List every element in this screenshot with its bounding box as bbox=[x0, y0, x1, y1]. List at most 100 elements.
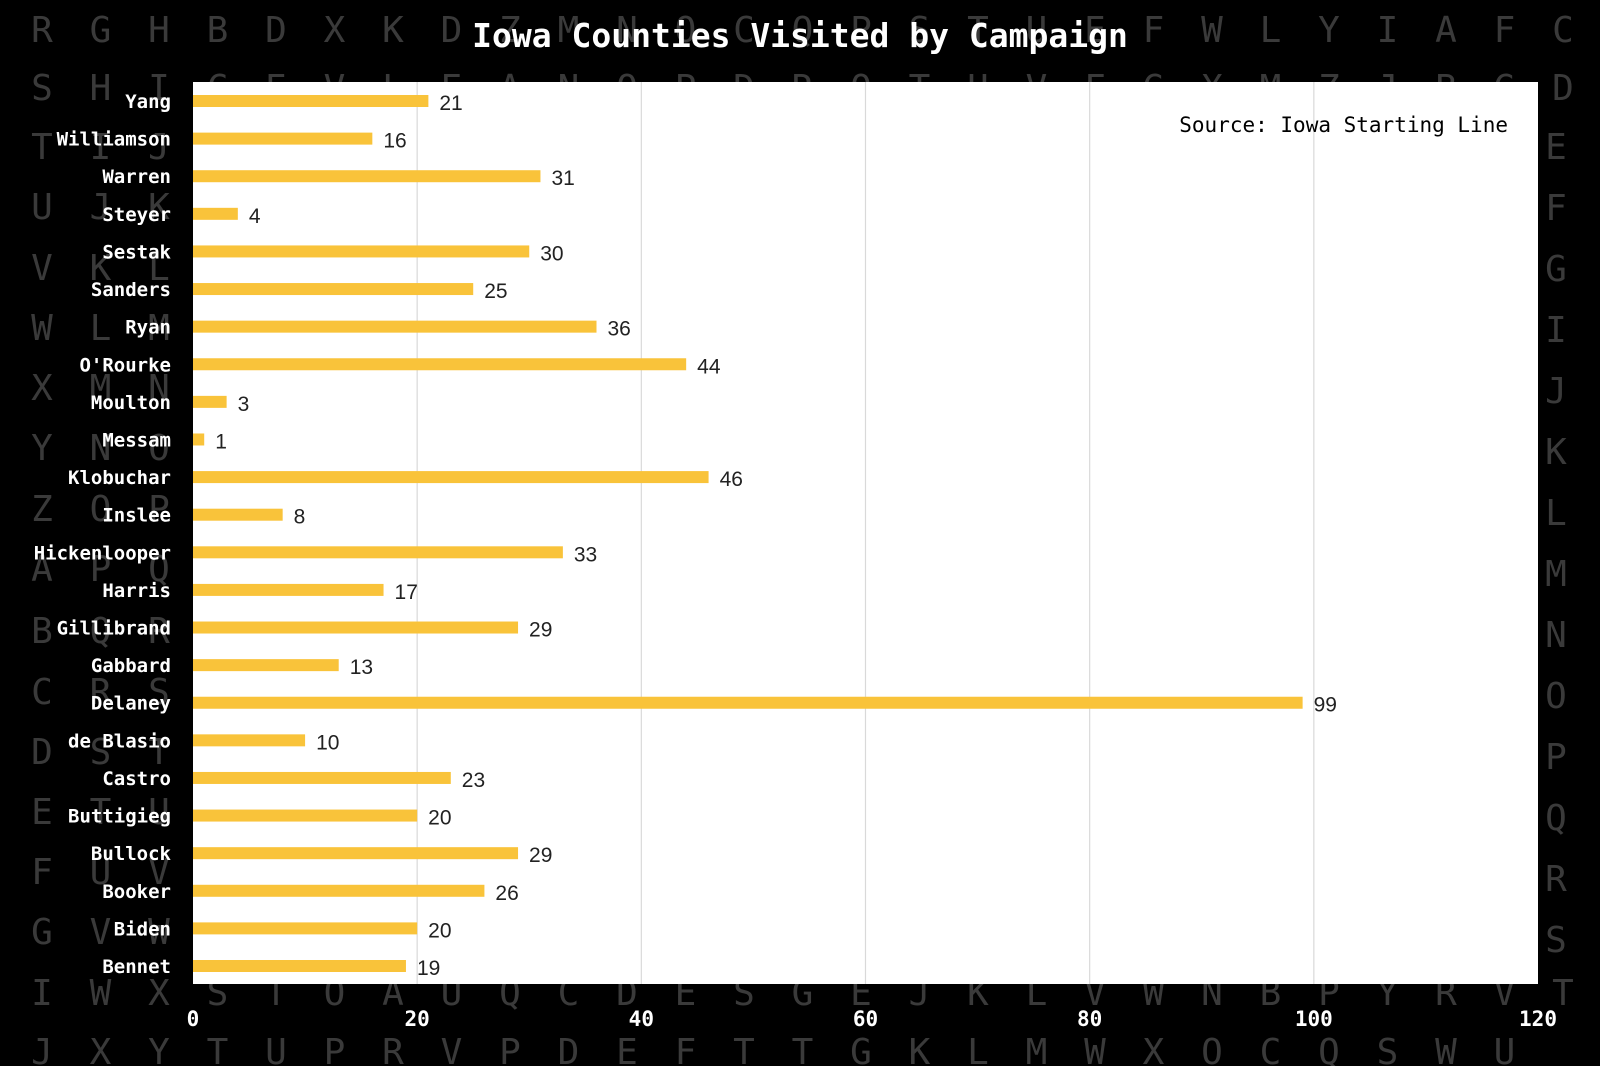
background-letter: W bbox=[1201, 10, 1223, 51]
background-letter: K bbox=[909, 1032, 931, 1066]
background-letter: B bbox=[207, 10, 229, 51]
background-letter: R bbox=[31, 10, 53, 51]
background-letter: W bbox=[31, 308, 53, 349]
background-letter: L bbox=[90, 308, 112, 349]
x-tick-label: 80 bbox=[1077, 1007, 1102, 1031]
background-letter: T bbox=[31, 127, 53, 168]
background-letter: V bbox=[31, 248, 53, 289]
background-letter: S bbox=[90, 732, 112, 773]
background-letter: G bbox=[31, 912, 53, 953]
background-letter: Z bbox=[31, 489, 53, 530]
bar-value-label: 36 bbox=[608, 318, 631, 341]
background-letter: P bbox=[850, 10, 872, 51]
bar bbox=[193, 847, 519, 860]
category-label: de Blasio bbox=[68, 730, 171, 752]
background-letter: S bbox=[31, 68, 53, 109]
bar-value-label: 13 bbox=[350, 656, 373, 679]
background-letter: N bbox=[90, 428, 112, 469]
bar bbox=[193, 283, 474, 296]
background-letter: H bbox=[90, 68, 112, 109]
category-label: Castro bbox=[102, 768, 171, 790]
category-labels: Yang Williamson Warren Steyer Sestak Sanders R… bbox=[34, 91, 172, 978]
background-letter: Q bbox=[90, 611, 112, 652]
background-letter: F bbox=[675, 1032, 697, 1066]
gridlines bbox=[416, 82, 1315, 984]
background-letter: X bbox=[1143, 1032, 1165, 1066]
background-letter: Q bbox=[1318, 1032, 1340, 1066]
background-letter: V bbox=[441, 1032, 463, 1066]
background-letter: J bbox=[31, 1032, 53, 1066]
background-letter: T bbox=[792, 1032, 814, 1066]
bar-value-label: 31 bbox=[551, 167, 574, 190]
bar bbox=[193, 395, 227, 408]
background-letter: X bbox=[31, 368, 53, 409]
bar-value-label: 33 bbox=[574, 543, 597, 566]
background-letter: Y bbox=[148, 1032, 170, 1066]
background-letter: D bbox=[1552, 68, 1574, 109]
background-letter: X bbox=[324, 10, 346, 51]
background-letter: C bbox=[1552, 10, 1574, 51]
bar-value-label: 10 bbox=[316, 731, 339, 754]
background-letter: M bbox=[1545, 554, 1567, 595]
category-label: Inslee bbox=[102, 505, 171, 527]
background-letter: T bbox=[967, 10, 989, 51]
x-tick-label: 100 bbox=[1295, 1007, 1333, 1031]
bar-value-label: 46 bbox=[720, 468, 743, 491]
background-letter: T bbox=[90, 792, 112, 833]
category-label: Booker bbox=[102, 881, 171, 903]
category-label: Klobuchar bbox=[68, 467, 171, 489]
x-tick-label: 0 bbox=[187, 1007, 200, 1031]
bar bbox=[193, 734, 306, 747]
background-letter: T bbox=[733, 1032, 755, 1066]
background-letter: E bbox=[1545, 127, 1567, 168]
background-letter: M bbox=[90, 368, 112, 409]
background-letter: F bbox=[1545, 188, 1567, 229]
background-letter: I bbox=[31, 973, 53, 1014]
background-letter: S bbox=[909, 10, 931, 51]
background-letter: V bbox=[148, 852, 170, 893]
bar bbox=[193, 884, 485, 897]
background-letter: U bbox=[90, 852, 112, 893]
bar bbox=[193, 583, 384, 596]
category-label: Biden bbox=[114, 918, 171, 940]
background-letter: T bbox=[148, 732, 170, 773]
background-letter: O bbox=[1201, 1032, 1223, 1066]
background-letter: U bbox=[31, 187, 53, 228]
background-letter: T bbox=[1552, 973, 1574, 1014]
background-letter: M bbox=[148, 308, 170, 349]
background-letter: K bbox=[1545, 432, 1567, 473]
background-letter: E bbox=[616, 1032, 638, 1066]
background-letter: I bbox=[90, 127, 112, 168]
x-tick-label: 120 bbox=[1519, 1007, 1557, 1031]
bar-value-labels: 21 16 31 4 30 25 36 44 31 46 8 33 17 29 13 99 10 23 20 29 26… bbox=[215, 92, 1337, 980]
bar-value-label: 26 bbox=[495, 882, 518, 905]
background-letter: P bbox=[324, 1032, 346, 1066]
bar-value-label: 1 bbox=[215, 430, 227, 453]
background-letter: O bbox=[148, 428, 170, 469]
background-letter: K bbox=[90, 248, 112, 289]
bar-value-label: 16 bbox=[383, 130, 406, 153]
bar bbox=[193, 245, 530, 258]
background-letter: O bbox=[1545, 676, 1567, 717]
background-letter: L bbox=[1545, 493, 1567, 534]
background-letter: N bbox=[1545, 615, 1567, 656]
bar bbox=[193, 809, 418, 822]
background-letter: V bbox=[90, 912, 112, 953]
background-letter: W bbox=[1084, 1032, 1106, 1066]
bar bbox=[193, 621, 519, 634]
category-label: Sestak bbox=[102, 241, 171, 263]
background-letter: G bbox=[90, 10, 112, 51]
bar bbox=[193, 170, 541, 183]
background-letter: O bbox=[675, 10, 697, 51]
background-letter: S bbox=[1377, 1032, 1399, 1066]
background-letter: E bbox=[31, 792, 53, 833]
source-annotation: Source: Iowa Starting Line bbox=[1179, 113, 1508, 137]
background-letter: J bbox=[148, 127, 170, 168]
bars bbox=[193, 95, 1303, 972]
background-letter: R bbox=[1545, 859, 1567, 900]
background-letter: L bbox=[967, 1032, 989, 1066]
bar-value-label: 21 bbox=[439, 92, 462, 115]
background-letter: O bbox=[90, 489, 112, 530]
background-letter: C bbox=[733, 10, 755, 51]
background-letter: I bbox=[148, 68, 170, 109]
